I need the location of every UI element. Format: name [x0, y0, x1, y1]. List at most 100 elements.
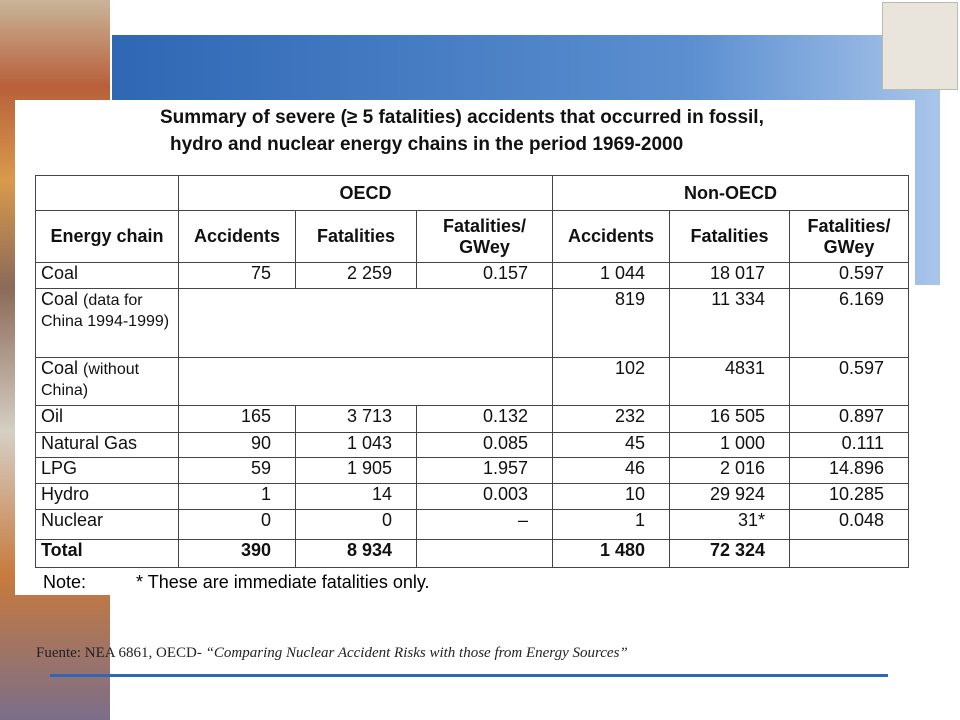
row-label: Coal (without China) — [35, 357, 179, 406]
cell: 0.597 — [789, 357, 909, 406]
column-header: Fatalities/ GWey — [416, 210, 553, 263]
row-label-note: (data for China 1994-1999) — [41, 292, 170, 330]
row-label-text: Hydro — [41, 484, 90, 504]
title-line: hydro and nuclear energy chains in the p… — [170, 134, 684, 155]
cell: 45 — [552, 432, 670, 458]
cell: 46 — [552, 457, 670, 484]
table-row: Natural Gas 90 1 043 0.085 45 1 000 0.111 — [35, 432, 909, 458]
cell: 2 016 — [669, 457, 790, 484]
table-row: Total 390 8 934 1 480 72 324 — [35, 539, 909, 568]
column-header: Fatalities — [295, 210, 417, 263]
cell: 1 000 — [669, 432, 790, 458]
table-row: Oil 165 3 713 0.132 232 16 505 0.897 — [35, 405, 909, 433]
group-header: Non-OECD — [552, 175, 909, 211]
cell: 0.157 — [416, 262, 553, 289]
row-label-text: Nuclear — [41, 510, 104, 530]
row-label-text: Coal — [41, 289, 79, 309]
cell: – — [416, 509, 553, 540]
column-header: Fatalities — [669, 210, 790, 263]
cell: 1 044 — [552, 262, 670, 289]
cell: 11 334 — [669, 288, 790, 358]
source-prefix: Fuente: NEA 6861, OECD- — [36, 645, 206, 661]
cell: 31* — [669, 509, 790, 540]
cell: 8 934 — [295, 539, 417, 568]
logo — [882, 2, 958, 90]
row-label-note: (without China) — [41, 361, 140, 399]
cell: 18 017 — [669, 262, 790, 289]
row-label-text: LPG — [41, 458, 78, 478]
table-row: Coal 75 2 259 0.157 1 044 18 017 0.597 — [35, 262, 909, 289]
cell: 232 — [552, 405, 670, 433]
title-line: Summary of severe (≥ 5 fatalities) accid… — [160, 107, 764, 128]
row-label-text: Oil — [41, 406, 63, 426]
cell: 75 — [178, 262, 296, 289]
cell: 0 — [295, 509, 417, 540]
row-label-text: Natural Gas — [41, 433, 138, 453]
cell: 1 043 — [295, 432, 417, 458]
cell: 0.897 — [789, 405, 909, 433]
row-label: Hydro — [35, 483, 179, 510]
empty-cell — [416, 539, 553, 568]
column-header: Energy chain — [35, 210, 179, 263]
row-label-text: Total — [41, 540, 83, 560]
note-label: Note: — [43, 572, 87, 592]
cell: 29 924 — [669, 483, 790, 510]
cell: 59 — [178, 457, 296, 484]
cell: 6.169 — [789, 288, 909, 358]
note: Note: * These are immediate fatalities on… — [43, 572, 430, 593]
note-text: * These are immediate fatalities only. — [136, 572, 430, 592]
table-row: Nuclear 0 0–1 31* 0.048 — [35, 509, 909, 540]
row-label: Oil — [35, 405, 179, 433]
cell: 2 259 — [295, 262, 417, 289]
row-label: Coal — [35, 262, 179, 289]
cell: 0 — [178, 509, 296, 540]
cell: 10 — [552, 483, 670, 510]
cell: 819 — [552, 288, 670, 358]
cell: 102 — [552, 357, 670, 406]
cell: 0.111 — [789, 432, 909, 458]
cell: 72 324 — [669, 539, 790, 568]
column-header: Fatalities/ GWey — [789, 210, 909, 263]
footer-rule — [50, 674, 888, 677]
cell: 90 — [178, 432, 296, 458]
cell: 0.085 — [416, 432, 553, 458]
empty-cell — [178, 288, 553, 358]
row-label: Total — [35, 539, 179, 568]
cell: 14.896 — [789, 457, 909, 484]
row-label-text: Coal — [41, 358, 79, 378]
source-title: “Comparing Nuclear Accident Risks with t… — [205, 645, 628, 661]
column-header-row: Energy chain Accidents Fatalities Fatalitie… — [35, 210, 909, 263]
cell: 14 — [295, 483, 417, 510]
group-header: OECD — [178, 175, 553, 211]
column-header: Accidents — [178, 210, 296, 263]
empty-cell — [178, 357, 553, 406]
accident-table: OECD Non-OECD Energy chain Accidents Fatalit… — [35, 175, 909, 568]
table-row: Coal (data for China 1994-1999) 819 11 334… — [35, 288, 909, 358]
group-header-row: OECD Non-OECD — [35, 175, 909, 211]
row-label: Coal (data for China 1994-1999) — [35, 288, 179, 358]
cell: 1 480 — [552, 539, 670, 568]
cell: 16 505 — [669, 405, 790, 433]
cell: 1 — [178, 483, 296, 510]
row-label: LPG — [35, 457, 179, 484]
source: Fuente: NEA 6861, OECD- “Comparing Nucle… — [36, 645, 628, 662]
row-label: Natural Gas — [35, 432, 179, 458]
cell: 165 — [178, 405, 296, 433]
cell: 10.285 — [789, 483, 909, 510]
cell: 390 — [178, 539, 296, 568]
empty-cell — [789, 539, 909, 568]
title: Summary of severe (≥ 5 fatalities) accid… — [160, 104, 764, 158]
table-row: Coal (without China) 102 4831 0.597 — [35, 357, 909, 406]
cell: 3 713 — [295, 405, 417, 433]
row-label-text: Coal — [41, 263, 79, 283]
cell: 0.003 — [416, 483, 553, 510]
table-row: LPG 59 1 905 1.957 46 2 016 14.896 — [35, 457, 909, 484]
cell: 0.048 — [789, 509, 909, 540]
cell: 1.957 — [416, 457, 553, 484]
cell: 4831 — [669, 357, 790, 406]
cell: 1 — [552, 509, 670, 540]
empty-cell — [35, 175, 179, 211]
cell: 0.132 — [416, 405, 553, 433]
row-label: Nuclear — [35, 509, 179, 540]
